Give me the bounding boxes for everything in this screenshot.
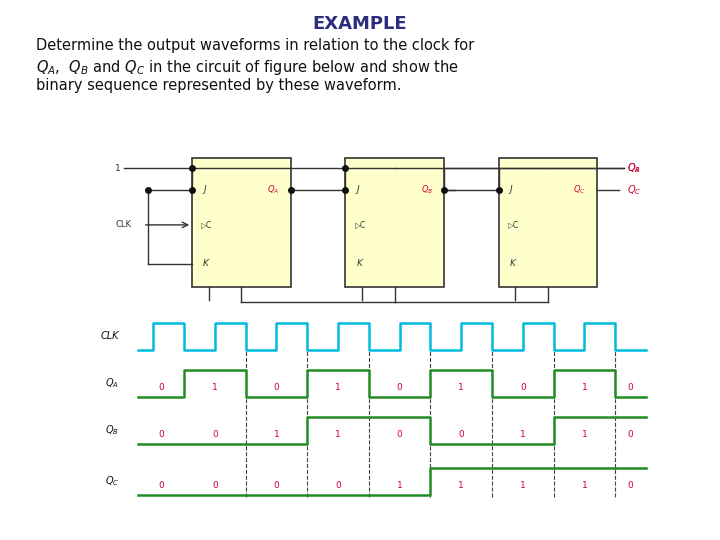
Text: 1: 1 xyxy=(397,481,402,490)
Text: $\triangleright$C: $\triangleright$C xyxy=(507,219,519,231)
Text: K: K xyxy=(356,259,362,268)
Text: 1: 1 xyxy=(212,383,217,392)
Text: 1: 1 xyxy=(459,383,464,392)
Text: 0: 0 xyxy=(628,481,634,490)
Text: K: K xyxy=(203,259,209,268)
Text: J: J xyxy=(203,185,206,194)
Text: 0: 0 xyxy=(274,481,279,490)
Text: $Q_A$: $Q_A$ xyxy=(267,184,279,196)
Text: 0: 0 xyxy=(628,383,634,392)
Text: 0: 0 xyxy=(212,481,217,490)
Text: 0: 0 xyxy=(397,383,402,392)
Text: $Q_C$: $Q_C$ xyxy=(105,475,120,488)
Text: 1: 1 xyxy=(520,430,526,439)
Text: J: J xyxy=(510,185,512,194)
Text: 0: 0 xyxy=(158,383,163,392)
Text: CLK: CLK xyxy=(115,220,132,230)
Text: 1: 1 xyxy=(520,481,526,490)
Text: 1: 1 xyxy=(582,481,588,490)
Text: 1: 1 xyxy=(274,430,279,439)
Text: 0: 0 xyxy=(335,481,341,490)
Text: 0: 0 xyxy=(158,481,163,490)
Text: binary sequence represented by these waveform.: binary sequence represented by these wav… xyxy=(36,78,402,93)
Text: 1: 1 xyxy=(582,430,588,439)
Text: $Q_B$: $Q_B$ xyxy=(627,161,641,175)
Text: $Q_B$: $Q_B$ xyxy=(420,184,433,196)
Text: EXAMPLE: EXAMPLE xyxy=(312,15,408,33)
Bar xyxy=(498,158,597,287)
Text: $Q_A$: $Q_A$ xyxy=(106,376,120,390)
Text: 0: 0 xyxy=(397,430,402,439)
Text: K: K xyxy=(510,259,516,268)
Text: 1: 1 xyxy=(582,383,588,392)
Text: $Q_C$: $Q_C$ xyxy=(573,184,586,196)
Text: 0: 0 xyxy=(628,430,634,439)
Text: $\triangleright$C: $\triangleright$C xyxy=(200,219,213,231)
Text: CLK: CLK xyxy=(101,331,120,341)
Text: 0: 0 xyxy=(274,383,279,392)
Bar xyxy=(346,158,444,287)
Text: $Q_A$: $Q_A$ xyxy=(627,161,641,175)
Text: $Q_B$: $Q_B$ xyxy=(105,423,120,437)
Text: Determine the output waveforms in relation to the clock for: Determine the output waveforms in relati… xyxy=(36,38,474,53)
Text: 0: 0 xyxy=(158,430,163,439)
Text: 1: 1 xyxy=(335,430,341,439)
Text: 0: 0 xyxy=(520,383,526,392)
Text: 0: 0 xyxy=(212,430,217,439)
Text: 1: 1 xyxy=(115,164,121,173)
Text: 1: 1 xyxy=(459,481,464,490)
Text: 1: 1 xyxy=(335,383,341,392)
Text: $Q_A$,  $Q_B$ and $Q_C$ in the circuit of figure below and show the: $Q_A$, $Q_B$ and $Q_C$ in the circuit of… xyxy=(36,58,459,77)
Bar xyxy=(192,158,291,287)
Text: $Q_C$: $Q_C$ xyxy=(627,183,642,197)
Text: 0: 0 xyxy=(459,430,464,439)
Text: $\triangleright$C: $\triangleright$C xyxy=(354,219,366,231)
Text: J: J xyxy=(356,185,359,194)
